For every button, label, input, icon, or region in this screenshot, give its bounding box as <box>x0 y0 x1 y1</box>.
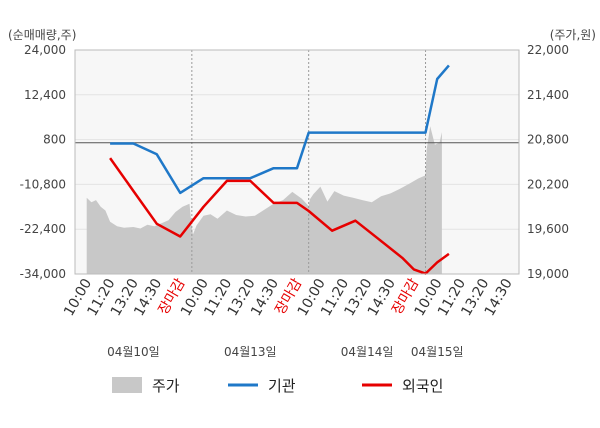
legend-label-1: 기관 <box>268 377 296 395</box>
left-tick-label-2: 800 <box>43 133 66 147</box>
plot-frame <box>74 49 520 275</box>
date-label-3: 04월15일 <box>411 345 464 359</box>
price-area <box>86 126 442 274</box>
date-label-2: 04월14일 <box>341 345 394 359</box>
legend-label-2: 외국인 <box>402 377 443 395</box>
series-line-1 <box>109 157 450 275</box>
date-label-1: 04월13일 <box>224 345 277 359</box>
left-tick-label-1: 12,400 <box>24 88 66 102</box>
left-tick-label-3: -10,800 <box>20 177 66 191</box>
right-tick-label-5: 19,000 <box>527 267 569 281</box>
left-tick-label-4: -22,400 <box>20 222 66 236</box>
right-tick-label-2: 20,800 <box>527 133 569 147</box>
right-tick-label-3: 20,200 <box>527 177 569 191</box>
legend-marker-0 <box>112 377 142 393</box>
right-axis-unit: (주가,원) <box>550 28 596 42</box>
series-line-0 <box>110 64 450 195</box>
right-tick-label-0: 22,000 <box>527 43 569 57</box>
legend-label-0: 주가 <box>152 377 180 395</box>
right-tick-label-4: 19,600 <box>527 222 569 236</box>
left-tick-label-5: -34,000 <box>20 267 66 281</box>
left-tick-label-0: 24,000 <box>24 43 66 57</box>
date-label-0: 04월10일 <box>107 345 160 359</box>
left-axis-unit: (순매매량,주) <box>8 28 76 42</box>
right-tick-label-1: 21,400 <box>527 88 569 102</box>
